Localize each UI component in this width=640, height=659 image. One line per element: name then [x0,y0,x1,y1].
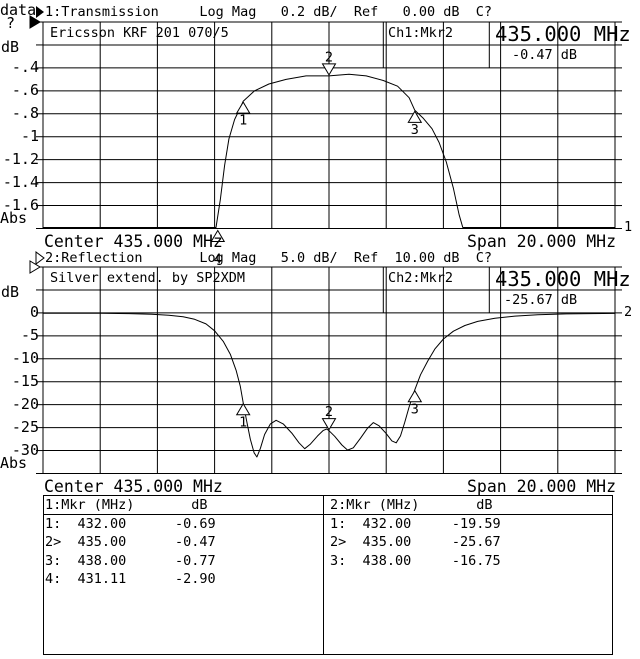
status-question-label: ? [6,14,16,32]
ch2-trace-number: 2 [624,304,633,320]
trace-line [42,312,616,458]
ch2-marker-value: -25.67 dB [504,292,578,308]
marker-number-label: 4 [214,252,222,268]
ch1-readout-label: Ch1:Mkr2 [388,25,454,41]
ch2-header-line: 2:Reflection Log Mag 5.0 dB/ Ref 10.00 d… [45,250,493,266]
ch1-span-label: Span 20.000 MHz [467,232,617,251]
ch2-y-axis-label: -30 [11,441,39,460]
ch2-marker-frequency: 435.000 MHz [495,267,631,291]
ch1-header-line: 1:Transmission Log Mag 0.2 dB/ Ref 0.00 … [45,4,493,20]
marker-number-label: 3 [411,122,419,138]
ch1-y-axis-label: -1.6 [2,196,39,215]
ch2-span-label: Span 20.000 MHz [467,477,617,496]
marker-number-label: 3 [411,401,419,417]
marker-table-row: 2> 435.00 -25.67 [330,534,501,550]
ch1-marker-frequency: 435.000 MHz [495,22,631,46]
ch2-readout-label: Ch2:Mkr2 [388,270,454,286]
marker-table-row: 2> 435.00 -0.47 [45,534,216,550]
marker-icon [235,402,251,416]
ch1-device-label: Ericsson KRF 201 070/5 [50,25,229,41]
ch1-y-axis-label: -.6 [11,81,39,100]
ch2-y-axis-label: -10 [11,349,39,368]
marker-table-row: 3: 438.00 -0.77 [45,552,216,569]
ch1-abs-label: Abs [0,209,28,227]
ref-level-arrow-icon [29,15,41,29]
ch1-y-axis-label: -1 [20,127,39,146]
marker-table-row: 1: 432.00 -0.69 [45,515,216,532]
ch1-marker-value: -0.47 dB [512,47,578,63]
trace-line [43,73,615,228]
channel-2-arrow-icon [35,251,45,265]
marker-table: 1:Mkr (MHz) dB 1: 432.00 -0.69 2> 435.00… [43,495,613,655]
ch2-y-axis-label: 0 [29,303,39,322]
ch1-trace-number: 1 [624,219,633,235]
marker-number-label: 2 [325,404,333,420]
ch2-center-label: Center 435.000 MHz [44,477,223,496]
ch1-y-axis-label: -1.4 [2,173,39,192]
ch2-y-axis-label: -15 [11,372,39,391]
marker-icon [210,229,226,242]
ch1-y-axis-label: -.4 [11,58,39,77]
marker-number-label: 1 [239,414,247,430]
channel-1-active-arrow-icon [36,6,44,18]
ch1-y-axis-label: -1.2 [2,150,39,169]
marker-icon [235,101,251,114]
marker-icon [407,389,423,403]
marker-table-left-header: 1:Mkr (MHz) dB [45,497,208,513]
ch1-axis-unit: dB [1,38,20,56]
ch2-abs-label: Abs [0,454,28,472]
ch2-y-axis-label: -25 [11,418,39,437]
ch2-axis-unit: dB [1,283,20,301]
ref-level-arrow-icon [29,260,41,274]
ch1-center-label: Center 435.000 MHz [44,232,223,251]
marker-table-divider [323,496,324,654]
active-marker-icon [321,418,337,431]
status-data-label: data [0,1,37,19]
marker-table-row: 4: 431.11 -2.90 [45,571,216,587]
marker-table-header-underline [44,514,612,515]
marker-table-row: 1: 432.00 -19.59 [330,515,501,532]
ch2-device-label: Silver extend. by SP2XDM [50,270,246,286]
ch2-y-axis-label: -20 [11,395,39,414]
marker-table-row: 3: 438.00 -16.75 [330,552,501,569]
marker-table-right-header: 2:Mkr (MHz) dB [330,497,493,513]
active-marker-icon [321,63,337,76]
marker-number-label: 1 [239,113,247,129]
marker-icon [407,110,423,123]
marker-number-label: 2 [325,49,333,65]
ch2-y-axis-label: -5 [20,326,39,345]
ch1-y-axis-label: -.8 [11,104,39,123]
